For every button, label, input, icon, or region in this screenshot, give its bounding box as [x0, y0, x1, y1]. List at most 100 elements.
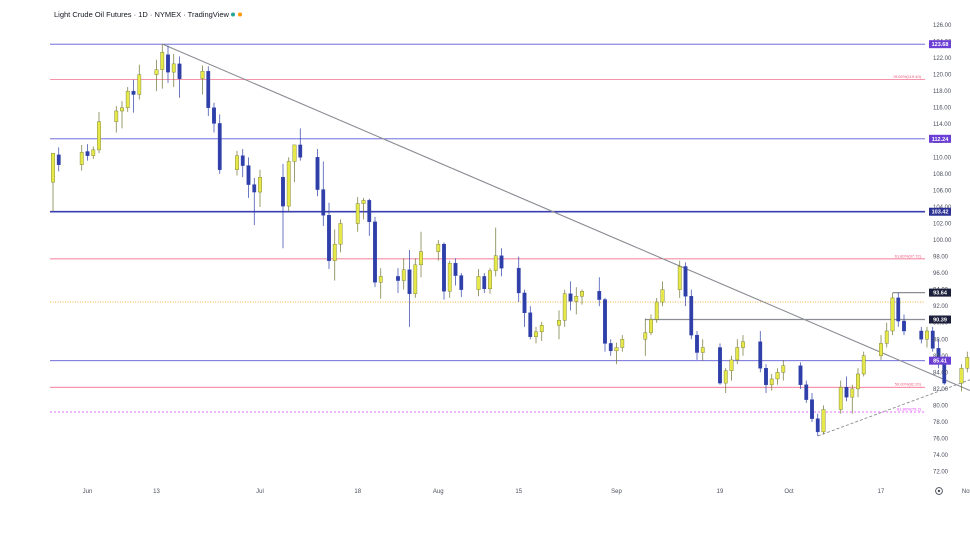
y-tick-label: 88.00 [933, 337, 949, 343]
candle [488, 268, 492, 294]
candle [217, 114, 222, 174]
candle-body [373, 221, 377, 283]
candle-body [499, 255, 504, 269]
candle [700, 339, 705, 361]
y-tick-label: 102.00 [933, 221, 952, 227]
candle [177, 56, 182, 98]
candle-body [442, 243, 446, 292]
candle [137, 64, 142, 100]
candle-body [879, 343, 883, 356]
candle-body [959, 368, 964, 384]
candle-body [769, 378, 774, 385]
time-axis[interactable]: Jun13Jul18Aug15Sep19Oct17Nov14Dec122 [83, 489, 970, 495]
candle-body [51, 152, 55, 183]
candle-body [723, 370, 728, 384]
candle-body [79, 152, 84, 165]
candle-body [252, 184, 257, 193]
candle-body [677, 266, 682, 290]
candle [597, 277, 602, 307]
candle [718, 343, 722, 385]
y-tick-label: 116.00 [933, 106, 952, 112]
candle [919, 326, 924, 344]
candle [419, 231, 423, 278]
candle-body [240, 155, 245, 166]
candle-body [718, 347, 722, 384]
candle [482, 273, 487, 293]
candle-body [902, 320, 906, 332]
x-tick-label: Oct [784, 489, 794, 495]
candle [649, 314, 653, 336]
candle-body [246, 165, 251, 185]
candle-body [643, 332, 648, 340]
candle [764, 364, 768, 394]
candle-body [235, 155, 239, 170]
candle [125, 87, 130, 112]
price-badge-label: 85.41 [933, 359, 947, 365]
candle-body [539, 325, 544, 333]
candle [373, 216, 377, 288]
candle-body [160, 52, 165, 70]
x-tick-label: 17 [878, 489, 885, 495]
candle [603, 297, 607, 352]
candle-body [396, 276, 400, 281]
x-tick-label: 19 [717, 489, 724, 495]
price-badge [929, 207, 951, 216]
candle-body [700, 347, 705, 353]
candle [568, 281, 573, 311]
candle [160, 44, 165, 89]
candle-body [568, 293, 573, 302]
candle [413, 258, 418, 298]
candle [815, 413, 820, 437]
y-tick-label: 106.00 [933, 188, 952, 194]
candle-body [413, 264, 418, 294]
candle-body [620, 339, 625, 348]
y-tick-label: 122.00 [933, 56, 952, 62]
candle-body [695, 334, 699, 353]
candle-body [683, 266, 688, 297]
y-tick-label: 100.00 [933, 238, 952, 244]
candle-body [401, 269, 406, 281]
candle-body [493, 255, 498, 271]
price-badge-label: 103.42 [932, 210, 949, 216]
candle [890, 292, 895, 336]
candle [493, 227, 498, 277]
candle [810, 393, 814, 422]
candle-body [522, 292, 527, 313]
candle-body [689, 296, 694, 336]
candle-body [608, 343, 613, 352]
y-tick-label: 118.00 [933, 89, 952, 95]
candle-body [154, 69, 159, 75]
candle-body [735, 347, 740, 361]
candle [97, 111, 101, 154]
candle [844, 376, 849, 402]
candle [775, 368, 780, 385]
candle-body [171, 63, 176, 73]
candle [499, 248, 504, 277]
candle-body [856, 373, 860, 390]
fib-level-label: 50.00%(82.20) [895, 382, 922, 387]
candle-body [436, 243, 441, 252]
candle-body [114, 110, 119, 122]
candle [51, 152, 55, 212]
candle [689, 289, 694, 340]
market-status-icon [231, 12, 235, 17]
settings-gear-icon[interactable] [935, 487, 943, 495]
candle-body [781, 365, 786, 373]
candle [884, 322, 889, 348]
candle [171, 53, 176, 88]
x-tick-label: Jul [256, 489, 264, 495]
candle-body [56, 154, 61, 165]
candle-body [212, 107, 216, 124]
candle-body [419, 251, 423, 266]
x-tick-label: Nov [962, 489, 970, 495]
x-tick-label: Aug [433, 489, 444, 495]
horizontal-levels: 78.60%(119.40) 61.80%(97.72) 50.00%(82.20)… [50, 43, 925, 413]
candle [407, 249, 412, 327]
candle-body [861, 355, 866, 375]
candle-body [286, 161, 291, 207]
candle [355, 197, 360, 232]
price-axis[interactable]: 126.00124.00122.00120.00118.00116.00114.… [933, 23, 952, 476]
y-tick-label: 80.00 [933, 403, 949, 409]
chart-title: Light Crude Oil Futures · 1D · NYMEX · T… [54, 10, 230, 19]
